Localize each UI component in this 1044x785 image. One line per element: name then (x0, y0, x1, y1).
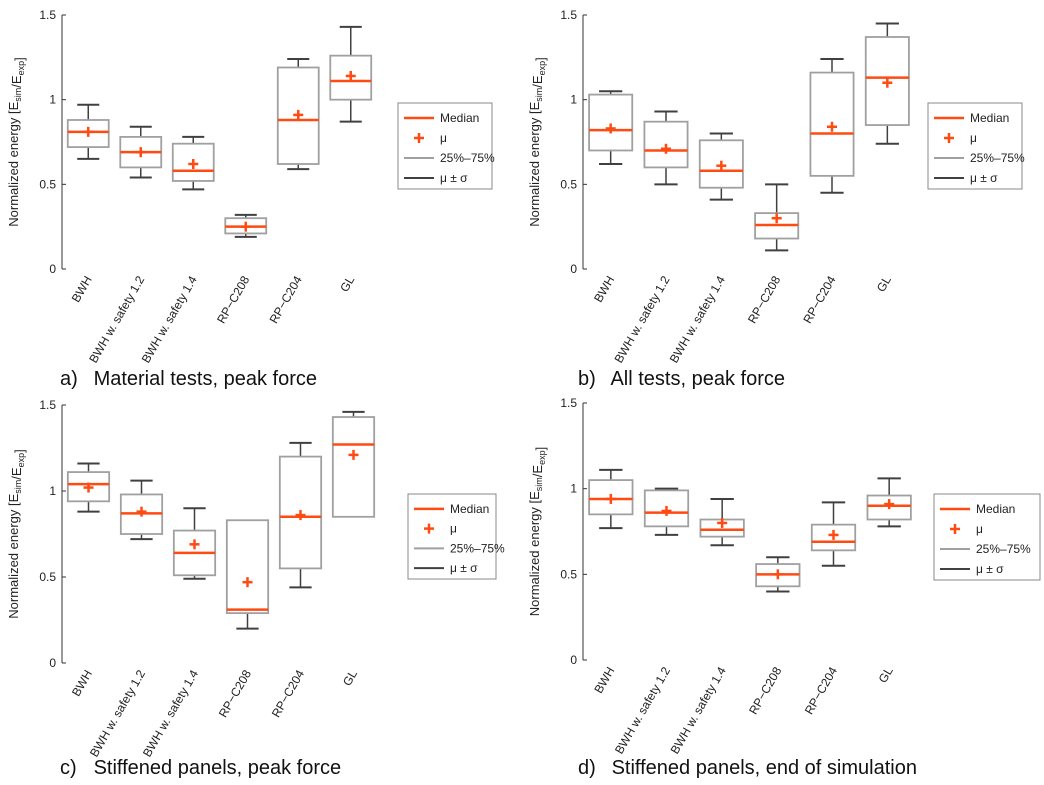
x-tick-label: BWH (591, 665, 617, 696)
x-tick-label: BWH w. safety 1.4 (667, 273, 728, 365)
caption-letter-c: c) (60, 757, 77, 779)
x-tick-label: RP−C208 (214, 273, 252, 326)
caption-letter-d: d) (578, 757, 596, 779)
legend-label-mean: μ (976, 522, 983, 536)
caption-text-a: Material tests, peak force (93, 368, 317, 390)
y-axis-label: Normalized energy [Esim/Eexp] (527, 447, 548, 616)
y-tick-label: 1 (570, 482, 577, 496)
x-tick-label: GL (337, 273, 357, 294)
caption-letter-b: b) (578, 368, 596, 390)
x-tick-label: BWH w. safety 1.2 (611, 273, 672, 365)
box-iqr (225, 519, 270, 615)
legend-label-mean: μ (450, 522, 457, 536)
x-tick-label: RP−C208 (216, 667, 254, 720)
box-iqr (588, 93, 634, 152)
chart-panel-c: 0 0.5 1 1.5 Normalized energy [Esim/Eexp] BWH… (6, 398, 505, 759)
legend-label-median: Median (450, 502, 489, 516)
legend-label-median: Median (970, 111, 1009, 125)
y-tick-label: 1.5 (560, 8, 577, 22)
caption-c: c) Stiffened panels, peak force (60, 757, 341, 780)
x-tick-label: GL (340, 667, 360, 688)
y-tick-label: 0.5 (560, 567, 577, 581)
legend-label-sigma: μ ± σ (976, 562, 1004, 576)
x-tick-label: BWH w. safety 1.2 (86, 273, 147, 365)
y-tick-label: 1.5 (39, 398, 56, 412)
legend-label-iqr: 25%–75% (450, 541, 505, 555)
legend-label-median: Median (440, 111, 479, 125)
x-tick-label: RP−C208 (746, 664, 784, 717)
y-tick-label: 0 (570, 262, 577, 276)
legend: Median μ 25%–75% μ ± σ (407, 493, 505, 580)
caption-d: d) Stiffened panels, end of simulation (578, 757, 917, 780)
y-tick-label: 1.5 (560, 396, 577, 410)
caption-text-b: All tests, peak force (610, 368, 785, 390)
y-axis-label: Normalized energy [Esim/Eexp] (6, 449, 27, 618)
legend-label-iqr: 25%–75% (440, 151, 495, 165)
y-tick-label: 0 (49, 262, 56, 276)
legend-label-sigma: μ ± σ (440, 171, 468, 185)
y-tick-label: 1 (49, 93, 56, 107)
y-tick-label: 1.5 (39, 8, 56, 22)
x-tick-label: BWH w. safety 1.2 (612, 664, 673, 756)
x-tick-label: BWH (69, 274, 95, 305)
y-axis-label: Normalized energy [Esim/Eexp] (527, 57, 548, 226)
x-tick-label: GL (876, 664, 896, 685)
y-tick-label: 0.5 (39, 177, 56, 191)
x-tick-label: RP−C204 (267, 273, 305, 326)
legend-label-iqr: 25%–75% (970, 151, 1025, 165)
legend-label-sigma: μ ± σ (970, 171, 998, 185)
x-tick-label: BWH w. safety 1.4 (140, 667, 201, 759)
caption-a: a) Material tests, peak force (60, 368, 317, 391)
chart-panel-d: 0 0.5 1 1.5 Normalized energy [Esim/Eexp] BWH… (527, 396, 1041, 756)
x-tick-label: RP−C208 (745, 273, 783, 326)
caption-text-c: Stiffened panels, peak force (93, 757, 342, 779)
legend-label-mean: μ (970, 131, 977, 145)
x-tick-label: BWH w. safety 1.2 (87, 667, 148, 759)
chart-panel-b: 0 0.5 1 1.5 Normalized energy [Esim/Eexp] BWH… (527, 8, 1025, 365)
legend-label-iqr: 25%–75% (976, 542, 1031, 556)
x-tick-label: GL (874, 273, 894, 294)
legend: Median μ 25%–75% μ ± σ (927, 102, 1025, 190)
x-tick-label: BWH w. safety 1.4 (139, 273, 200, 365)
x-tick-label: RP−C204 (800, 273, 838, 326)
x-tick-label: RP−C204 (802, 664, 840, 717)
x-tick-label: BWH w. safety 1.4 (668, 664, 729, 756)
legend-label-mean: μ (440, 131, 447, 145)
caption-b: b) All tests, peak force (578, 368, 785, 391)
legend: Median μ 25%–75% μ ± σ (933, 493, 1041, 581)
legend-label-sigma: μ ± σ (450, 561, 478, 575)
y-tick-label: 0.5 (560, 177, 577, 191)
legend-label-median: Median (976, 502, 1015, 516)
x-tick-label: RP−C204 (269, 667, 307, 720)
y-tick-label: 1 (570, 93, 577, 107)
caption-text-d: Stiffened panels, end of simulation (611, 757, 917, 779)
y-tick-label: 0.5 (39, 570, 56, 584)
y-tick-label: 1 (49, 484, 56, 498)
caption-letter-a: a) (60, 368, 78, 390)
chart-panel-a: 0 0.5 1 1.5 Normalized energy [Esim/Eexp] BWH… (6, 8, 495, 365)
y-tick-label: 0 (49, 656, 56, 670)
y-tick-label: 0 (570, 653, 577, 667)
x-tick-label: BWH (69, 668, 95, 699)
box-iqr (331, 416, 376, 518)
x-tick-label: BWH (591, 274, 617, 305)
y-axis-label: Normalized energy [Esim/Eexp] (6, 57, 27, 226)
legend: Median μ 25%–75% μ ± σ (397, 102, 495, 190)
